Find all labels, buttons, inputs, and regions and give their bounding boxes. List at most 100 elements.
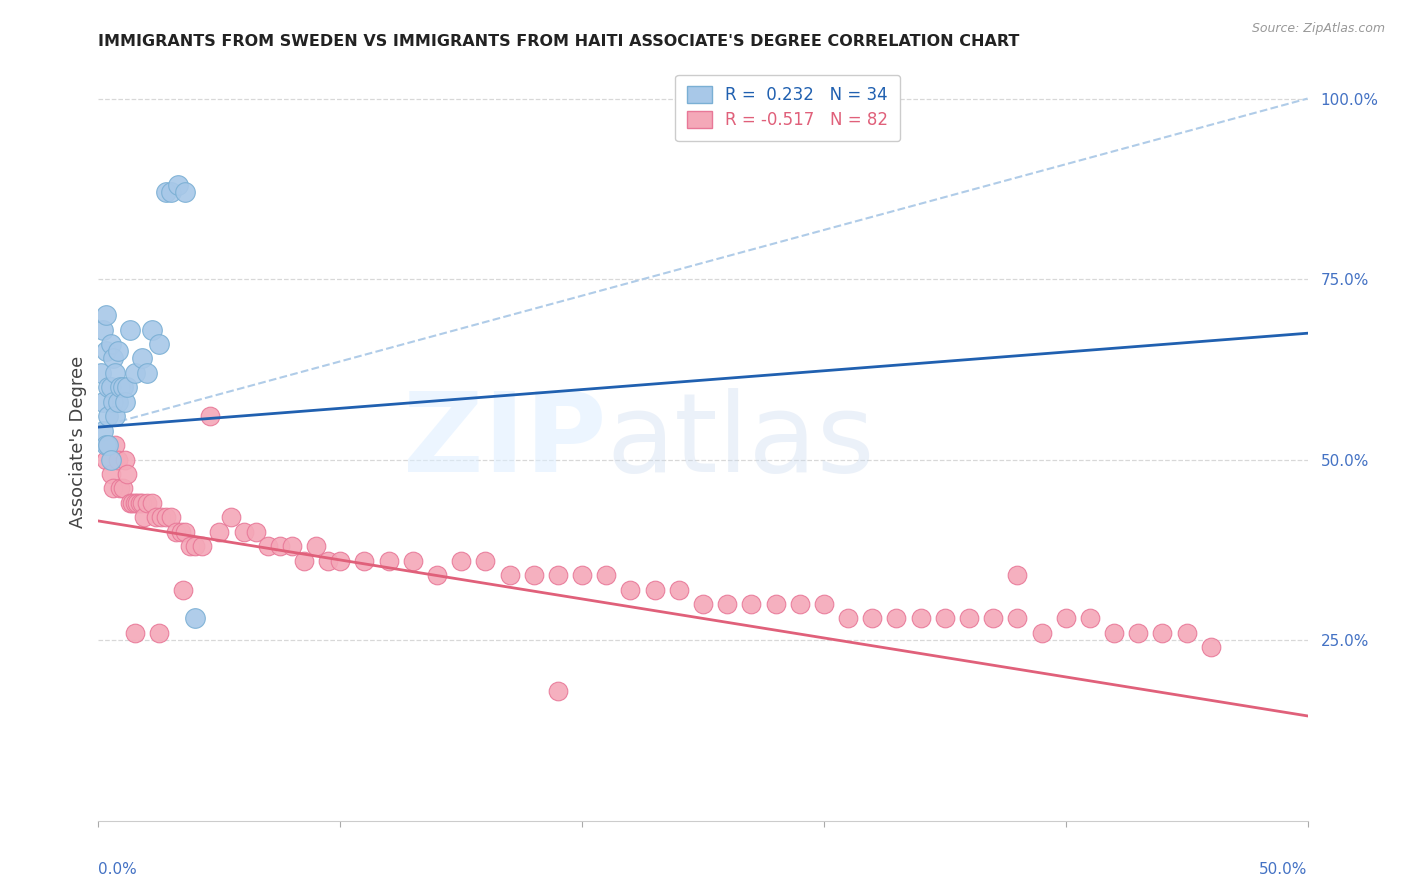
Point (232, 524, 254, 539)
Point (107, 394, 129, 409)
Text: IMMIGRANTS FROM SWEDEN VS IMMIGRANTS FROM HAITI ASSOCIATE'S DEGREE CORRELATION C: IMMIGRANTS FROM SWEDEN VS IMMIGRANTS FRO… (98, 34, 1019, 49)
Point (1175, 626, 1198, 640)
Point (740, 597, 762, 611)
Point (148, 337, 170, 351)
Point (498, 568, 520, 582)
Point (174, 186, 197, 200)
Point (184, 611, 207, 625)
Point (124, 496, 146, 510)
Point (97, 438, 120, 452)
Point (595, 568, 617, 582)
Point (169, 524, 191, 539)
Point (377, 554, 399, 568)
Text: ZIP: ZIP (404, 388, 606, 495)
Point (789, 597, 811, 611)
Point (426, 568, 449, 582)
Point (668, 582, 690, 597)
Point (1007, 568, 1029, 582)
Point (150, 510, 173, 524)
Point (860, 611, 883, 625)
Point (1199, 640, 1222, 655)
Point (127, 496, 149, 510)
Point (174, 524, 197, 539)
Point (765, 597, 787, 611)
Point (292, 554, 315, 568)
Legend: R =  0.232   N = 34, R = -0.517   N = 82: R = 0.232 N = 34, R = -0.517 N = 82 (675, 75, 900, 141)
Point (208, 524, 231, 539)
Point (160, 510, 183, 524)
Point (644, 582, 666, 597)
Point (165, 524, 187, 539)
Point (135, 366, 157, 380)
Point (134, 510, 156, 524)
Point (135, 496, 157, 510)
Point (957, 611, 980, 625)
Point (104, 438, 127, 452)
Point (141, 323, 163, 337)
Point (100, 380, 122, 394)
Point (305, 539, 328, 553)
Point (1054, 611, 1077, 625)
Point (91, 424, 114, 438)
Point (111, 380, 134, 394)
Point (148, 626, 170, 640)
Point (167, 178, 190, 193)
Text: atlas: atlas (606, 388, 875, 495)
Point (474, 554, 496, 568)
Point (547, 568, 569, 582)
Point (402, 554, 425, 568)
Point (1102, 626, 1125, 640)
Y-axis label: Associate's Degree: Associate's Degree (69, 355, 87, 528)
Point (104, 409, 127, 424)
Point (107, 344, 129, 359)
Point (329, 554, 352, 568)
Point (221, 510, 243, 524)
Point (118, 496, 141, 510)
Point (91, 323, 114, 337)
Point (160, 186, 183, 200)
Point (121, 496, 143, 510)
Point (97, 380, 120, 394)
Point (111, 482, 134, 496)
Point (523, 568, 546, 582)
Point (1152, 626, 1174, 640)
Point (124, 366, 146, 380)
Point (100, 467, 122, 481)
Point (101, 394, 124, 409)
Point (256, 539, 278, 553)
Point (101, 482, 124, 496)
Point (353, 554, 375, 568)
Point (101, 351, 124, 366)
Point (619, 582, 641, 597)
Point (100, 452, 122, 467)
Point (104, 366, 127, 380)
Point (981, 611, 1004, 625)
Point (813, 597, 835, 611)
Point (128, 496, 150, 510)
Point (94, 308, 117, 322)
Point (172, 582, 194, 597)
Point (547, 683, 569, 698)
Text: 0.0%: 0.0% (98, 863, 138, 878)
Point (114, 452, 136, 467)
Point (1078, 611, 1101, 625)
Point (94, 452, 117, 467)
Point (91, 394, 114, 409)
Point (1031, 626, 1053, 640)
Point (886, 611, 908, 625)
Point (1128, 626, 1150, 640)
Point (114, 394, 136, 409)
Point (692, 597, 714, 611)
Point (124, 626, 146, 640)
Point (571, 568, 593, 582)
Point (269, 539, 291, 553)
Point (281, 539, 304, 553)
Point (198, 409, 221, 424)
Point (155, 186, 177, 200)
Point (90, 366, 112, 380)
Point (245, 524, 267, 539)
Point (910, 611, 932, 625)
Point (94, 344, 117, 359)
Point (934, 611, 956, 625)
Point (191, 539, 214, 553)
